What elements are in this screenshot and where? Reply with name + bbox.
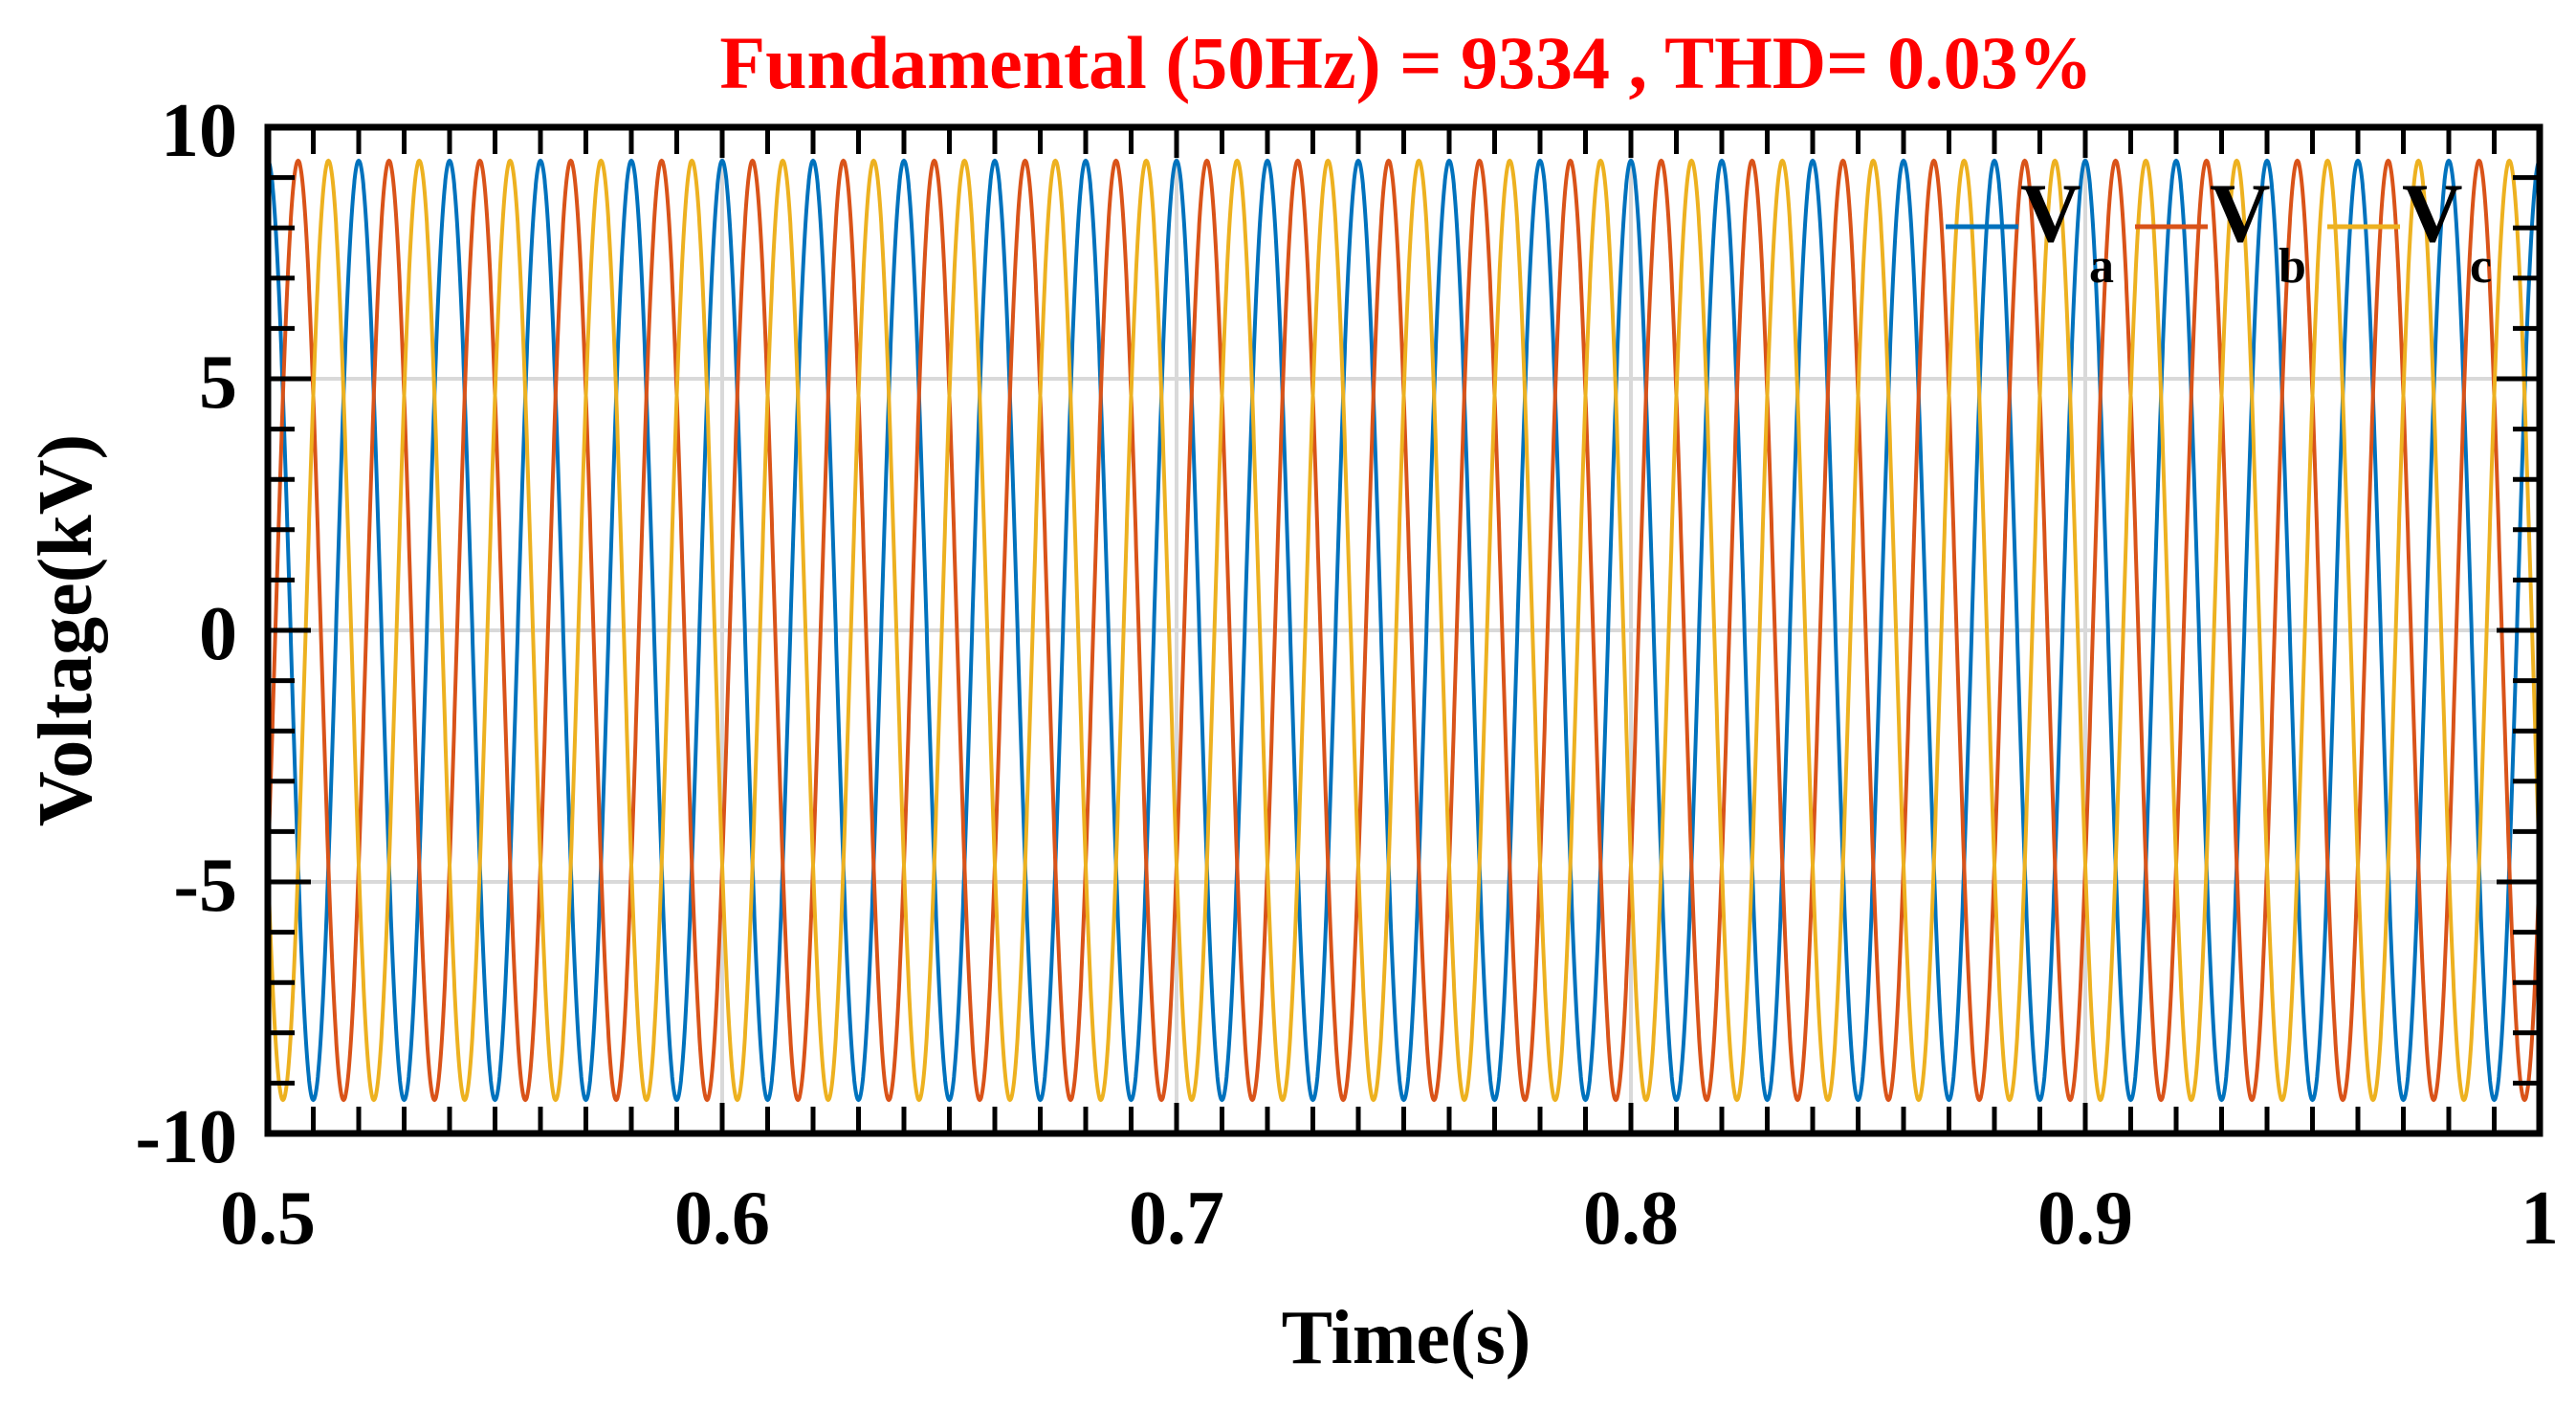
y-axis-tick-labels: 10 5 0 -5 -10: [135, 89, 237, 1179]
x-tick-label: 1: [2521, 1176, 2559, 1261]
x-tick-label: 0.8: [1583, 1176, 1679, 1261]
x-axis-label: Time(s): [1282, 1296, 1531, 1380]
y-tick-label: 10: [161, 89, 237, 173]
legend-item-va: V a: [1946, 167, 2114, 294]
y-tick-label: -5: [173, 844, 237, 928]
y-tick-label: 0: [199, 592, 237, 676]
y-axis-label: Voltage(kV): [24, 434, 108, 826]
chart-title: Fundamental (50Hz) = 9334 , THD= 0.03%: [719, 21, 2092, 104]
x-tick-label: 0.6: [674, 1176, 770, 1261]
y-tick-label: 5: [199, 341, 237, 425]
x-tick-label: 0.9: [2037, 1176, 2133, 1261]
axis-ticks: [268, 127, 2540, 1133]
x-tick-label: 0.7: [1129, 1176, 1224, 1261]
x-axis-tick-labels: 0.5 0.6 0.7 0.8 0.9 1: [220, 1176, 2559, 1261]
legend: V a V b V c: [1946, 167, 2492, 294]
legend-sub-va: a: [2089, 239, 2114, 294]
legend-item-vc: V c: [2327, 167, 2492, 294]
plot-area: [266, 158, 2542, 1103]
legend-label-va: V: [2020, 167, 2081, 260]
y-tick-label: -10: [135, 1095, 237, 1179]
x-tick-label: 0.5: [220, 1176, 316, 1261]
legend-sub-vc: c: [2470, 239, 2492, 294]
legend-label-vc: V: [2402, 167, 2463, 260]
legend-sub-vb: b: [2279, 239, 2306, 294]
legend-item-vb: V b: [2135, 167, 2306, 294]
legend-label-vb: V: [2210, 167, 2271, 260]
